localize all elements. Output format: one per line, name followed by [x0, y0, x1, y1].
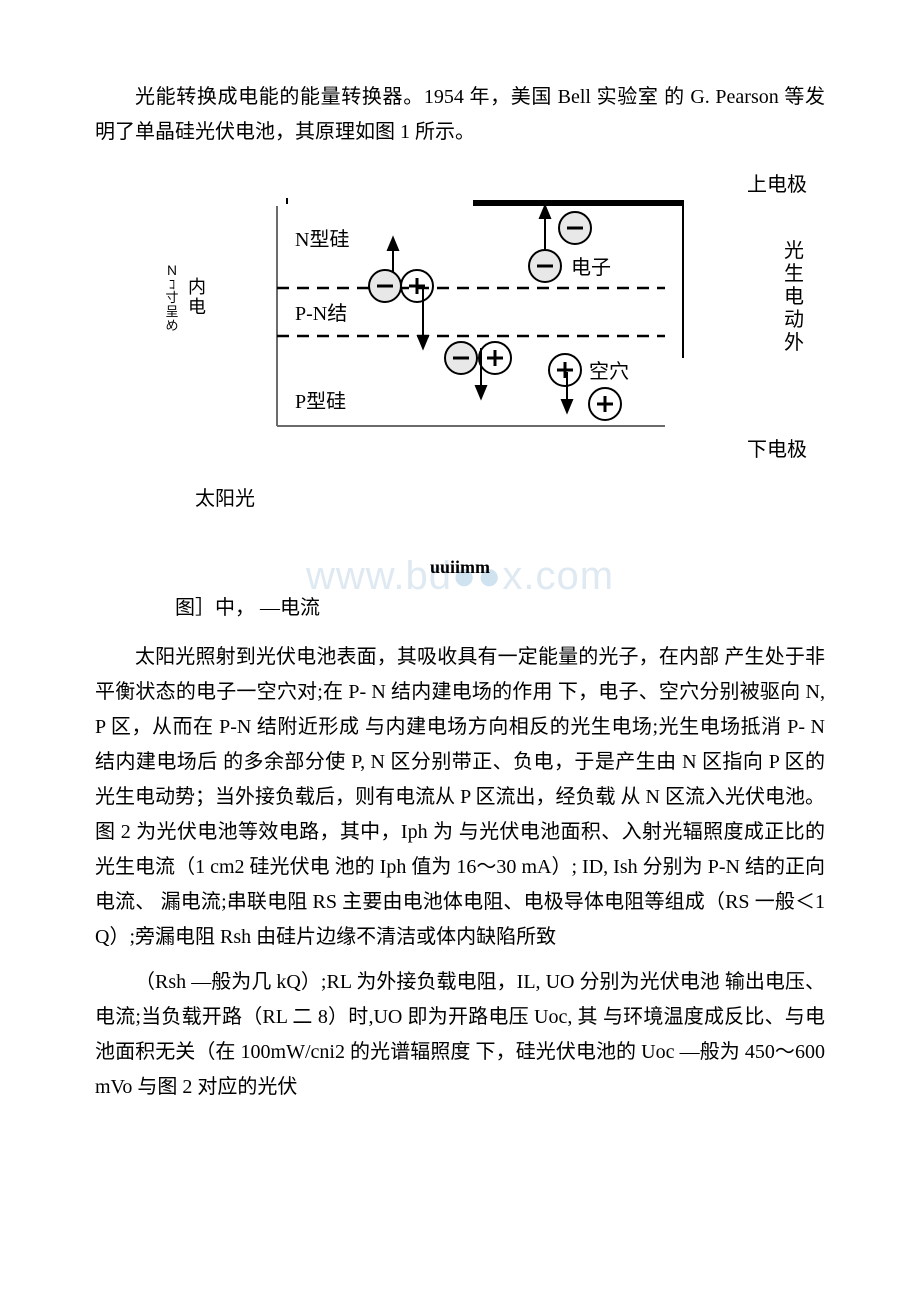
hole-label: 空穴 [589, 360, 629, 383]
electron-label: 电子 [571, 256, 611, 279]
intro-paragraph: 光能转换成电能的能量转换器。1954 年，美国 Bell 实验室 的 G. Pe… [95, 80, 825, 150]
sunlight-label: 太阳光 [95, 482, 825, 517]
uuiimm-label: uuiimm [95, 552, 825, 584]
figure-1-diagram: 上电极 Ｎｺ寸呈め 内电 光生电动外 N型硅 P-N结 P型硅 [95, 168, 825, 468]
body-paragraph-3: （Rsh —般为几 kQ）;RL 为外接负载电阻，IL, UO 分别为光伏电池 … [95, 965, 825, 1105]
pn-junction-svg: N型硅 P-N结 P型硅 [245, 198, 705, 438]
n-silicon-label: N型硅 [295, 228, 349, 251]
p-silicon-label: P型硅 [295, 390, 346, 413]
left-small-vertical: Ｎｺ寸呈め [165, 264, 179, 332]
body-paragraph-2: 太阳光照射到光伏电池表面，其吸收具有一定能量的光子，在内部 产生处于非平衡状态的… [95, 640, 825, 955]
bottom-electrode-label: 下电极 [747, 433, 807, 468]
watermark-line: www.bd●●x.com uuiimm [95, 541, 825, 589]
right-vertical-label: 光生电动外 [783, 240, 805, 355]
pn-junction-label: P-N结 [295, 302, 347, 325]
top-electrode-label: 上电极 [747, 168, 807, 203]
left-internal-field: 内电 [187, 278, 207, 318]
